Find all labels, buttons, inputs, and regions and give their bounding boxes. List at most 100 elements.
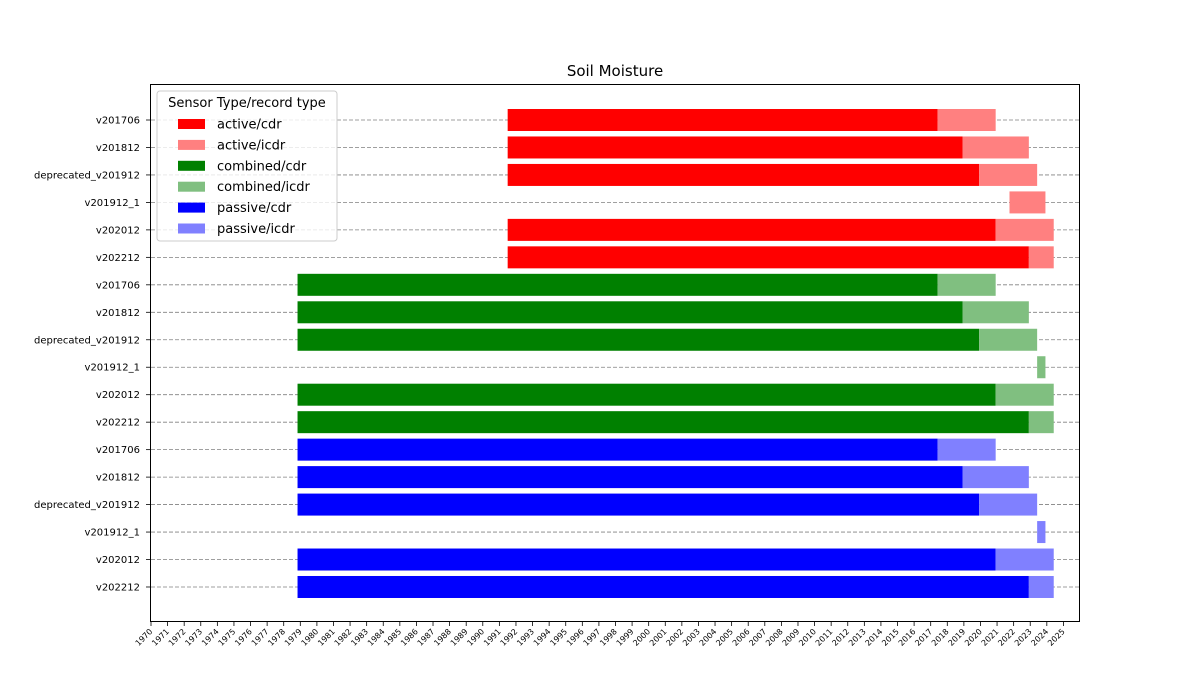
- x-tick-label: 1973: [183, 627, 204, 648]
- bar-cdr: [297, 493, 980, 516]
- x-tick-label: 1988: [432, 627, 453, 648]
- y-tick-label: v201706: [96, 116, 140, 127]
- bar-cdr: [297, 328, 980, 351]
- bar-cdr: [507, 109, 938, 131]
- legend-label: passive/icdr: [217, 222, 295, 237]
- y-tick-label: v202012: [96, 555, 140, 566]
- legend-swatch: [178, 223, 205, 234]
- x-tick-label: 2017: [913, 627, 934, 648]
- x-tick-label: 2000: [631, 627, 652, 648]
- x-tick-label: 2012: [830, 627, 851, 648]
- x-tick-label: 1971: [150, 627, 171, 648]
- bar-icdr: [962, 301, 1029, 324]
- x-tick-label: 1996: [565, 627, 586, 648]
- x-tick-label: 1991: [482, 627, 503, 648]
- x-tick-label: 2010: [797, 627, 818, 648]
- x-tick-label: 1987: [416, 627, 437, 648]
- y-tick-labels: v201706 v201812 deprecated_v201912 v201912_…: [34, 116, 151, 593]
- legend-swatch: [178, 139, 205, 150]
- legend-label: active/icdr: [217, 138, 286, 153]
- x-tick-label: 1974: [200, 627, 221, 648]
- y-tick-label: v202012: [96, 225, 140, 236]
- x-tick-label: 1990: [465, 627, 486, 648]
- bar-cdr: [297, 383, 996, 406]
- x-tick-label: 2007: [747, 627, 768, 648]
- x-tick-label: 1977: [250, 627, 271, 648]
- y-tick-label: v201706: [96, 280, 140, 291]
- x-tick-label: 2004: [698, 627, 719, 648]
- x-tick-label: 2019: [947, 627, 968, 648]
- x-tick-label: 1976: [233, 627, 254, 648]
- x-tick-label: 1993: [515, 627, 536, 648]
- legend-entries: active/cdr active/icdr combined/cdr combine…: [178, 118, 311, 237]
- bar-icdr: [995, 218, 1054, 241]
- bar-cdr: [507, 136, 963, 159]
- x-tick-label: 2016: [897, 627, 918, 648]
- x-tick-label: 1998: [598, 627, 619, 648]
- bar-icdr: [979, 493, 1038, 516]
- x-tick-label: 1984: [366, 627, 387, 648]
- x-tick-label: 2015: [880, 627, 901, 648]
- x-tick-label: 2022: [996, 627, 1017, 648]
- x-tick-label: 1970: [134, 627, 155, 648]
- legend-label: active/cdr: [217, 118, 282, 133]
- bar-cdr: [297, 411, 1029, 434]
- x-tick-label: 1978: [266, 627, 287, 648]
- x-tick-label: 2009: [781, 627, 802, 648]
- bar-cdr: [297, 438, 938, 461]
- x-tick-label: 1985: [382, 627, 403, 648]
- x-tick-label: 2014: [864, 627, 885, 648]
- bar-icdr: [1037, 356, 1046, 379]
- chart-title: Soil Moisture: [567, 62, 663, 80]
- bar-icdr: [995, 383, 1054, 406]
- bar-icdr: [1009, 191, 1046, 214]
- bar-cdr: [507, 246, 1029, 269]
- bar-icdr: [1028, 246, 1054, 269]
- bar-cdr: [297, 548, 996, 571]
- bar-icdr: [937, 438, 996, 461]
- x-tick-label: 1975: [217, 627, 238, 648]
- x-tick-label: 1983: [349, 627, 370, 648]
- legend-swatch: [178, 160, 205, 171]
- x-tick-label: 1995: [548, 627, 569, 648]
- x-tick-label: 2023: [1013, 627, 1034, 648]
- bar-cdr: [297, 575, 1029, 598]
- bar-icdr: [995, 548, 1054, 571]
- x-tick-label: 2001: [648, 627, 669, 648]
- x-tick-label: 2013: [847, 627, 868, 648]
- y-tick-label: deprecated_v201912: [34, 170, 140, 181]
- bars: [297, 109, 1054, 598]
- bar-cdr: [507, 163, 980, 186]
- y-tick-label: v201812: [96, 143, 140, 154]
- x-tick-label: 1986: [399, 627, 420, 648]
- x-tick-label: 2011: [814, 627, 835, 648]
- x-tick-label: 1979: [283, 627, 304, 648]
- x-tick-label: 2002: [665, 627, 686, 648]
- bar-icdr: [937, 273, 996, 296]
- bar-icdr: [937, 109, 996, 131]
- x-tick-label: 2020: [963, 627, 984, 648]
- x-tick-label: 1994: [532, 627, 553, 648]
- x-tick-label: 1981: [316, 627, 337, 648]
- x-tick-label: 1992: [499, 627, 520, 648]
- y-tick-label: v201812: [96, 473, 140, 484]
- x-tick-label: 2005: [714, 627, 735, 648]
- bar-icdr: [1028, 575, 1054, 598]
- legend-title: Sensor Type/record type: [168, 96, 326, 111]
- y-tick-label: v202212: [96, 582, 140, 593]
- bar-icdr: [979, 163, 1038, 186]
- legend-swatch: [178, 181, 205, 192]
- y-tick-label: v202212: [96, 253, 140, 264]
- legend-swatch: [178, 119, 205, 129]
- y-tick-label: v201912_1: [85, 198, 140, 209]
- plot-frame: [150, 84, 1080, 622]
- y-tick-label: v201912_1: [85, 528, 140, 539]
- bar-cdr: [297, 466, 963, 489]
- legend-swatch: [178, 202, 205, 213]
- bar-icdr: [1028, 411, 1054, 434]
- legend-label: combined/cdr: [217, 159, 307, 174]
- legend: Sensor Type/record type active/cdr active…: [156, 90, 338, 242]
- x-tick-label: 2021: [980, 627, 1001, 648]
- y-tick-label: v201812: [96, 308, 140, 319]
